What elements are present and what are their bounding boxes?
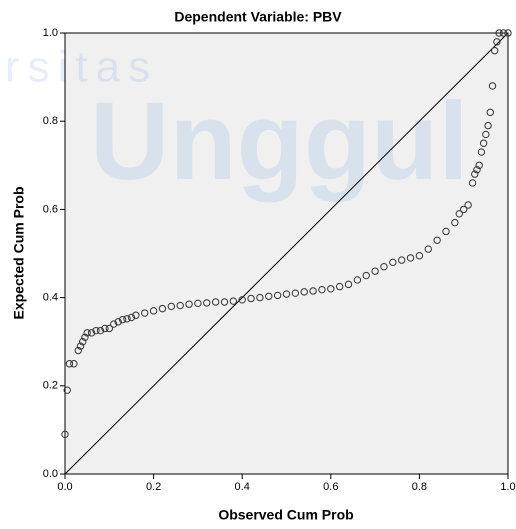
point <box>499 29 508 37</box>
point <box>132 311 140 319</box>
point <box>282 290 291 298</box>
point <box>495 29 503 37</box>
point <box>167 302 176 311</box>
point <box>273 291 282 300</box>
point <box>504 29 512 37</box>
point <box>291 289 300 297</box>
point <box>415 252 424 260</box>
point <box>105 324 114 333</box>
point <box>96 326 105 335</box>
point <box>484 121 492 130</box>
y-tick-label: 0.6 <box>43 203 58 215</box>
point <box>477 148 486 156</box>
x-tick-label: 1.0 <box>500 481 515 493</box>
point <box>92 326 100 335</box>
point <box>451 218 459 227</box>
point <box>353 276 362 284</box>
point <box>460 205 468 214</box>
chart-title: Dependent Variable: PBV <box>174 9 342 25</box>
point <box>424 245 432 253</box>
point <box>464 201 472 209</box>
point <box>491 46 499 55</box>
y-tick-label: 0.8 <box>43 115 58 127</box>
point <box>318 285 326 294</box>
point <box>473 166 481 174</box>
point <box>238 296 246 304</box>
y-tick-label: 1.0 <box>43 27 58 39</box>
point <box>344 280 353 289</box>
point <box>371 267 379 275</box>
point <box>127 313 136 322</box>
point <box>479 139 488 147</box>
point <box>482 130 490 139</box>
x-tick-label: 0.6 <box>323 481 338 493</box>
point <box>256 293 264 302</box>
point <box>380 263 388 271</box>
y-tick-label: 0.4 <box>43 292 58 304</box>
point <box>110 320 118 328</box>
point <box>220 298 229 306</box>
point <box>81 333 89 341</box>
point <box>141 309 149 317</box>
point <box>83 329 91 337</box>
point <box>389 258 397 267</box>
point <box>70 360 78 368</box>
point <box>203 299 211 307</box>
point <box>65 360 74 368</box>
y-tick-label: 0.2 <box>43 380 58 392</box>
point <box>211 298 220 306</box>
watermark: Unggul <box>90 80 469 203</box>
point <box>229 297 238 305</box>
point <box>433 236 441 244</box>
point <box>101 324 109 333</box>
point <box>468 179 477 187</box>
point <box>406 254 415 262</box>
point <box>309 287 317 295</box>
point <box>247 294 255 303</box>
point <box>362 271 370 280</box>
point <box>114 318 122 326</box>
point <box>79 338 87 346</box>
point <box>185 300 193 308</box>
x-tick-label: 0.8 <box>412 481 427 493</box>
point <box>442 227 450 236</box>
point <box>265 292 273 300</box>
point <box>475 161 483 170</box>
point <box>87 329 96 337</box>
point <box>194 299 202 308</box>
point <box>76 342 85 350</box>
point <box>123 315 131 323</box>
point <box>327 285 335 293</box>
point <box>486 108 494 117</box>
point <box>488 82 497 90</box>
x-axis-label: Observed Cum Prob <box>218 507 353 523</box>
point <box>397 256 406 264</box>
point <box>471 170 479 178</box>
point <box>74 346 82 355</box>
point <box>149 307 158 315</box>
point <box>61 430 69 439</box>
point <box>335 282 344 291</box>
point <box>158 304 167 313</box>
point <box>455 210 463 218</box>
point <box>300 288 308 296</box>
x-tick-label: 0.4 <box>235 481 250 493</box>
y-tick-label: 0.0 <box>43 468 58 480</box>
point <box>493 38 501 46</box>
x-tick-label: 0.2 <box>146 481 161 493</box>
watermark: rsitas <box>5 43 158 92</box>
reference-line <box>64 32 509 475</box>
point <box>63 386 71 394</box>
x-tick-label: 0.0 <box>57 481 72 493</box>
y-axis-label: Expected Cum Prob <box>11 186 27 319</box>
point <box>176 301 184 310</box>
point <box>118 315 127 324</box>
